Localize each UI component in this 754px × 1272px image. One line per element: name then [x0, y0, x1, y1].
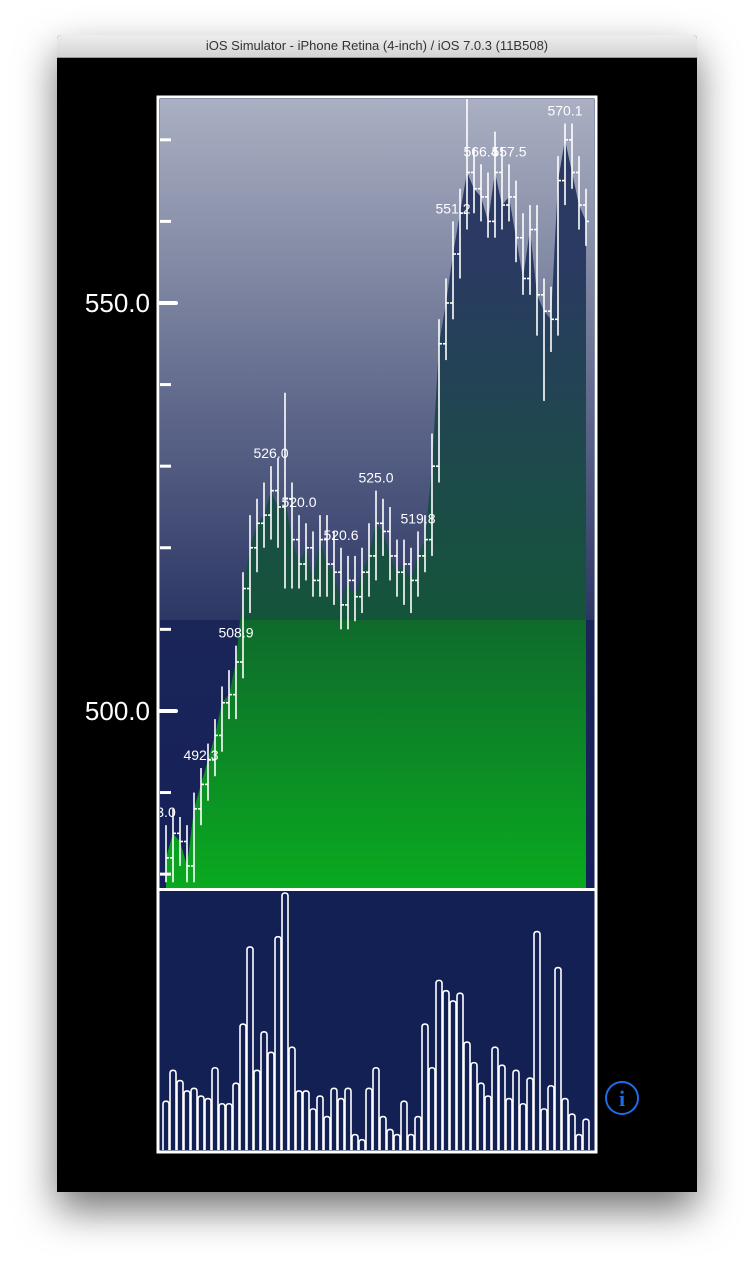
volume-bar: [435, 979, 443, 1150]
volume-bar: [330, 1087, 338, 1150]
y-axis: 500.0 550.0: [85, 138, 178, 876]
volume-bar: [246, 946, 254, 1150]
volume-bar: [344, 1087, 352, 1150]
volume-bar: [428, 1066, 436, 1150]
volume-bar: [393, 1133, 401, 1150]
volume-bar: [547, 1084, 555, 1150]
volume-bar: [498, 1064, 506, 1150]
volume-bar: [414, 1115, 422, 1150]
volume-bar: [190, 1087, 198, 1150]
volume-bar: [575, 1133, 583, 1150]
price-annotation: 525.0: [358, 470, 393, 486]
volume-bar: [449, 1000, 457, 1150]
volume-bar: [358, 1138, 366, 1150]
volume-bar: [288, 1046, 296, 1150]
price-annotation: 520.6: [323, 527, 358, 543]
info-button[interactable]: [605, 1081, 639, 1115]
volume-bar: [512, 1069, 520, 1150]
volume-bar: [169, 1069, 177, 1150]
volume-bar: [442, 989, 450, 1150]
price-annotation: 519.8: [400, 510, 435, 526]
window-title: iOS Simulator - iPhone Retina (4-inch) /…: [57, 35, 697, 58]
volume-bar: [351, 1133, 359, 1150]
volume-bar: [540, 1108, 548, 1150]
volume-bar: [519, 1102, 527, 1150]
volume-bar: [470, 1061, 478, 1150]
y-tick-label: 550.0: [85, 288, 150, 318]
volume-bar: [407, 1133, 415, 1150]
price-annotation: 557.5: [491, 143, 526, 159]
price-annotation: 566.4: [463, 143, 498, 159]
volume-bar: [505, 1097, 513, 1150]
volume-bar: [232, 1082, 240, 1150]
volume-bar: [554, 966, 562, 1150]
volume-bar: [204, 1097, 212, 1150]
price-annotation: 3.0: [156, 804, 176, 820]
volume-bar: [400, 1100, 408, 1150]
volume-bar: [526, 1077, 534, 1150]
volume-bar: [218, 1102, 226, 1150]
volume-bar: [568, 1113, 576, 1150]
volume-bar: [211, 1066, 219, 1150]
close-area: [166, 139, 586, 888]
volume-bar: [533, 930, 541, 1150]
volume-bar: [337, 1097, 345, 1150]
volume-bar: [379, 1115, 387, 1150]
volume-bar: [253, 1069, 261, 1150]
volume-bar: [323, 1115, 331, 1150]
volume-bar: [309, 1108, 317, 1150]
volume-bar: [274, 935, 282, 1150]
volume-bar: [197, 1095, 205, 1150]
volume-bar: [372, 1066, 380, 1150]
price-annotation: 570.1: [547, 102, 582, 118]
volume-bar: [365, 1087, 373, 1150]
price-annotation: 551.2: [435, 200, 470, 216]
volume-bar: [162, 1100, 170, 1150]
volume-bar: [484, 1095, 492, 1150]
volume-bar: [225, 1102, 233, 1150]
volume-bar: [281, 892, 289, 1150]
volume-bar: [582, 1118, 590, 1150]
volume-bar: [302, 1090, 310, 1150]
price-annotation: 508.9: [218, 625, 253, 641]
volume-plot: [162, 892, 590, 1150]
info-icon: i: [619, 1086, 625, 1111]
price-annotation: 492.3: [183, 747, 218, 763]
price-annotation: 526.0: [253, 445, 288, 461]
volume-bar: [421, 1023, 429, 1150]
volume-bar: [267, 1051, 275, 1150]
volume-bar: [239, 1023, 247, 1150]
volume-bar: [561, 1097, 569, 1150]
volume-bar: [463, 1041, 471, 1150]
volume-bar: [316, 1095, 324, 1150]
volume-bar: [295, 1090, 303, 1150]
volume-bar: [491, 1046, 499, 1150]
volume-bar: [260, 1030, 268, 1150]
volume-bar: [183, 1090, 191, 1150]
volume-bar: [456, 992, 464, 1150]
volume-bar: [386, 1128, 394, 1150]
volume-bar: [477, 1082, 485, 1150]
volume-bar: [176, 1079, 184, 1150]
price-annotation: 520.0: [281, 494, 316, 510]
y-tick-label: 500.0: [85, 696, 150, 726]
price-plot: 3.0 492.3 508.9 526.0 520.0 520.6 525.0 519.8 55…: [156, 99, 589, 888]
